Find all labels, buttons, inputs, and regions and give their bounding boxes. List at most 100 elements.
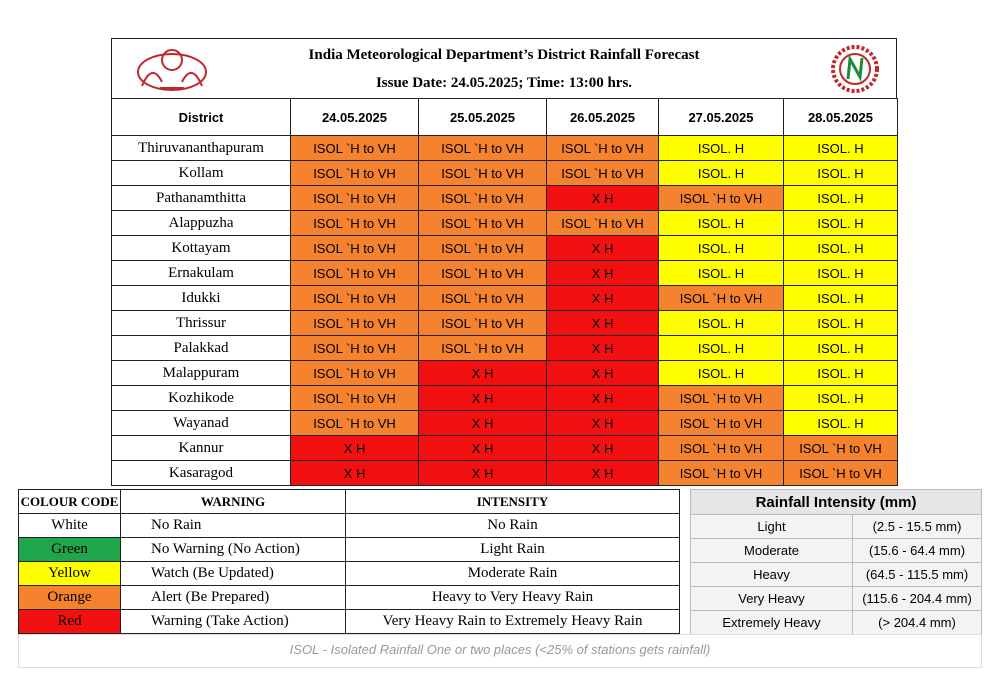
forecast-cell: ISOL `H to VH [418, 235, 547, 261]
forecast-cell: X H [546, 460, 659, 486]
district: Kollam [111, 160, 291, 186]
legend-header: INTENSITY [345, 489, 680, 514]
forecast-cell: ISOL `H to VH [418, 285, 547, 311]
forecast-cell: ISOL `H to VH [290, 410, 419, 436]
header: India Meteorological Department’s Distri… [111, 38, 897, 98]
forecast-cell: ISOL. H [783, 410, 898, 436]
forecast-cell: ISOL `H to VH [658, 285, 784, 311]
forecast-cell: ISOL `H to VH [783, 460, 898, 486]
warning: No Warning (No Action) [120, 537, 346, 562]
category: Light [690, 514, 853, 539]
intensity-row: Extremely Heavy (> 204.4 mm) [690, 610, 983, 635]
forecast-cell: X H [546, 385, 659, 411]
forecast-table: District 24.05.2025 25.05.2025 26.05.2025 27… [111, 98, 898, 486]
legend-row: Red Warning (Take Action) Very Heavy Rain … [18, 609, 680, 634]
row: Alappuzha ISOL `H to VH ISOL `H to VH ISOL … [111, 210, 898, 236]
forecast-cell: X H [418, 460, 547, 486]
legend-row: White No Rain No Rain [18, 513, 680, 538]
intensity: Heavy to Very Heavy Rain [345, 585, 680, 610]
range: (2.5 - 15.5 mm) [851, 514, 983, 539]
forecast-cell: X H [418, 435, 547, 461]
forecast-cell: ISOL `H to VH [290, 160, 419, 186]
forecast-cell: ISOL `H to VH [546, 135, 659, 161]
colour-code: Orange [18, 585, 121, 610]
intensity-table: Rainfall Intensity (mm) Light (2.5 - 15.5… [689, 489, 983, 635]
district: Idukki [111, 285, 291, 311]
footnote: ISOL - Isolated Rainfall One or two plac… [18, 634, 982, 668]
forecast-cell: X H [418, 360, 547, 386]
district: Alappuzha [111, 210, 291, 236]
forecast-cell: ISOL. H [658, 235, 784, 261]
colour-legend: COLOUR CODE WARNING INTENSITY White No Rain N… [18, 489, 680, 634]
range: (15.6 - 64.4 mm) [851, 538, 983, 563]
legend-row: Yellow Watch (Be Updated) Moderate Rain [18, 561, 680, 586]
forecast-cell: ISOL. H [658, 210, 784, 236]
forecast-cell: ISOL. H [783, 210, 898, 236]
forecast-cell: X H [546, 285, 659, 311]
column-header: 25.05.2025 [418, 98, 547, 136]
row: Idukki ISOL `H to VH ISOL `H to VH X H ISOL … [111, 285, 898, 311]
legend-header: WARNING [120, 489, 346, 514]
row: Palakkad ISOL `H to VH ISOL `H to VH X H ISO… [111, 335, 898, 361]
forecast-cell: ISOL `H to VH [418, 185, 547, 211]
colour-code: Yellow [18, 561, 121, 586]
forecast-cell: X H [546, 335, 659, 361]
forecast-cell: ISOL. H [658, 360, 784, 386]
kerala-emblem [137, 49, 207, 91]
range: (64.5 - 115.5 mm) [851, 562, 983, 587]
forecast-cell: X H [418, 410, 547, 436]
forecast-cell: X H [546, 410, 659, 436]
district: Kozhikode [111, 385, 291, 411]
forecast-cell: ISOL. H [783, 260, 898, 286]
warning: No Rain [120, 513, 346, 538]
forecast-cell: X H [546, 435, 659, 461]
forecast-cell: ISOL `H to VH [658, 460, 784, 486]
range: (> 204.4 mm) [851, 610, 983, 635]
forecast-cell: X H [290, 460, 419, 486]
forecast-cell: ISOL. H [658, 310, 784, 336]
district: Malappuram [111, 360, 291, 386]
forecast-cell: ISOL. H [783, 160, 898, 186]
forecast-cell: ISOL `H to VH [418, 210, 547, 236]
forecast-cell: ISOL. H [783, 335, 898, 361]
intensity: Light Rain [345, 537, 680, 562]
forecast-cell: X H [290, 435, 419, 461]
row: Kottayam ISOL `H to VH ISOL `H to VH X H ISO… [111, 235, 898, 261]
district: Kasaragod [111, 460, 291, 486]
forecast-cell: ISOL. H [783, 310, 898, 336]
column-header: 27.05.2025 [658, 98, 784, 136]
category: Heavy [690, 562, 853, 587]
warning: Watch (Be Updated) [120, 561, 346, 586]
forecast-cell: ISOL. H [658, 335, 784, 361]
row: Ernakulam ISOL `H to VH ISOL `H to VH X H IS… [111, 260, 898, 286]
forecast-cell: ISOL `H to VH [658, 410, 784, 436]
forecast-cell: ISOL `H to VH [658, 435, 784, 461]
column-header: District [111, 98, 291, 136]
forecast-cell: ISOL `H to VH [290, 185, 419, 211]
forecast-cell: ISOL `H to VH [290, 235, 419, 261]
imd-logo [831, 45, 879, 93]
forecast-cell: ISOL. H [658, 160, 784, 186]
intensity-row: Moderate (15.6 - 64.4 mm) [690, 538, 983, 563]
category: Extremely Heavy [690, 610, 853, 635]
district: Thrissur [111, 310, 291, 336]
colour-code: Green [18, 537, 121, 562]
warning: Warning (Take Action) [120, 609, 346, 634]
forecast-cell: ISOL `H to VH [290, 385, 419, 411]
district: Pathanamthitta [111, 185, 291, 211]
category: Very Heavy [690, 586, 853, 611]
column-header: 28.05.2025 [783, 98, 898, 136]
forecast-cell: X H [546, 185, 659, 211]
forecast-cell: ISOL `H to VH [418, 335, 547, 361]
legend-header: COLOUR CODE [18, 489, 121, 514]
forecast-cell: ISOL `H to VH [290, 210, 419, 236]
column-header: 26.05.2025 [546, 98, 659, 136]
forecast-cell: X H [418, 385, 547, 411]
forecast-cell: ISOL `H to VH [418, 310, 547, 336]
row: Kollam ISOL `H to VH ISOL `H to VH ISOL `H … [111, 160, 898, 186]
forecast-cell: X H [546, 260, 659, 286]
